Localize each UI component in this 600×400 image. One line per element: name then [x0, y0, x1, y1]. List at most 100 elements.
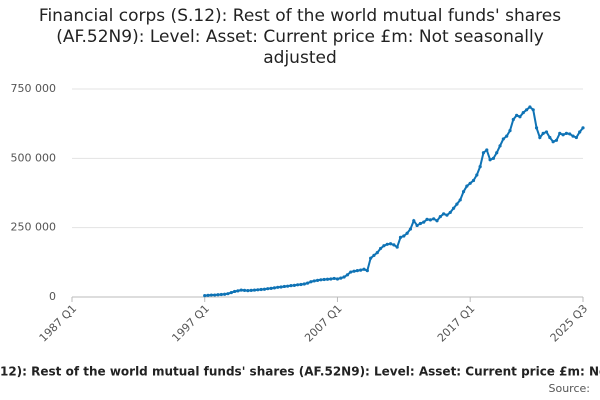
- data-point: [395, 245, 399, 249]
- data-point: [292, 283, 296, 287]
- data-point: [385, 242, 389, 246]
- data-point: [488, 158, 492, 162]
- data-point: [541, 131, 545, 135]
- data-point: [332, 276, 336, 281]
- data-point: [435, 219, 439, 223]
- data-point: [571, 134, 575, 138]
- data-point: [209, 293, 213, 297]
- x-tick-label: 1987 Q1: [37, 302, 80, 345]
- data-point: [262, 287, 267, 291]
- data-point: [382, 244, 386, 248]
- data-point: [349, 270, 353, 274]
- data-point: [478, 165, 482, 169]
- data-point: [432, 217, 436, 221]
- data-point: [352, 269, 356, 273]
- data-point: [252, 288, 257, 292]
- data-point: [378, 246, 383, 251]
- data-point: [418, 221, 423, 226]
- data-point: [232, 289, 237, 294]
- data-point: [322, 277, 326, 282]
- source: Source:: [549, 382, 591, 395]
- data-point: [289, 284, 293, 288]
- data-point: [568, 132, 572, 136]
- data-point: [362, 267, 366, 271]
- data-point: [375, 251, 379, 255]
- data-point: [329, 277, 333, 281]
- data-point: [223, 292, 227, 296]
- data-point: [574, 135, 578, 140]
- data-point: [319, 278, 323, 282]
- data-point: [508, 129, 512, 133]
- data-point: [458, 198, 462, 202]
- data-point: [445, 213, 449, 217]
- data-point: [412, 219, 416, 223]
- data-point: [491, 156, 496, 160]
- data-point: [392, 243, 396, 247]
- data-point: [239, 288, 243, 292]
- data-point: [498, 144, 502, 148]
- data-point: [359, 268, 363, 272]
- x-tick-label: 2025 Q3: [548, 302, 591, 345]
- data-point: [272, 286, 277, 290]
- data-point: [564, 131, 569, 135]
- data-point: [501, 137, 505, 141]
- data-point: [422, 220, 426, 224]
- data-point: [448, 210, 452, 215]
- data-point: [296, 283, 300, 287]
- data-point: [518, 115, 522, 119]
- x-tick-label: 2017 Q1: [435, 302, 478, 345]
- data-point: [524, 108, 529, 112]
- data-point: [415, 223, 419, 228]
- data-point: [461, 190, 466, 194]
- data-point: [305, 281, 310, 285]
- data-point: [309, 280, 313, 284]
- x-tick-label: 2007 Q1: [302, 302, 345, 345]
- chart-title: Financial corps (S.12): Rest of the worl…: [38, 6, 562, 68]
- data-point: [299, 282, 303, 287]
- data-point: [226, 292, 230, 296]
- data-point: [282, 284, 286, 289]
- data-point: [538, 135, 542, 140]
- data-point: [325, 277, 330, 281]
- data-point: [548, 135, 552, 140]
- data-point: [315, 278, 320, 282]
- legend-entry: Financial corps (S.12): Rest of the worl…: [0, 365, 600, 379]
- data-point: [442, 212, 446, 216]
- data-point: [438, 214, 442, 219]
- data-point: [428, 218, 432, 222]
- data-point: [531, 108, 535, 112]
- data-point: [528, 105, 532, 109]
- data-point: [551, 140, 555, 144]
- data-point: [345, 273, 350, 277]
- data-point: [471, 178, 476, 183]
- data-point: [475, 173, 479, 177]
- data-point: [481, 151, 486, 155]
- data-point: [521, 110, 525, 115]
- data-point: [229, 290, 233, 295]
- data-point: [468, 181, 472, 185]
- data-point: [246, 289, 250, 293]
- data-point: [266, 287, 270, 291]
- data-point: [369, 256, 373, 260]
- data-point: [279, 285, 283, 289]
- data-point: [485, 148, 489, 152]
- data-point: [206, 293, 210, 297]
- data-point: [276, 285, 280, 289]
- data-point: [335, 277, 340, 281]
- data-line: [204, 105, 584, 297]
- data-point: [269, 286, 273, 291]
- data-point: [355, 269, 359, 273]
- data-point: [286, 284, 290, 288]
- data-point: [425, 217, 429, 221]
- data-point: [339, 276, 343, 280]
- data-point: [544, 130, 549, 134]
- data-point: [365, 269, 369, 273]
- data-point: [495, 151, 499, 155]
- data-point: [388, 242, 393, 246]
- data-point: [259, 287, 263, 292]
- data-point: [203, 294, 207, 298]
- data-point: [372, 253, 376, 257]
- data-point: [505, 134, 509, 138]
